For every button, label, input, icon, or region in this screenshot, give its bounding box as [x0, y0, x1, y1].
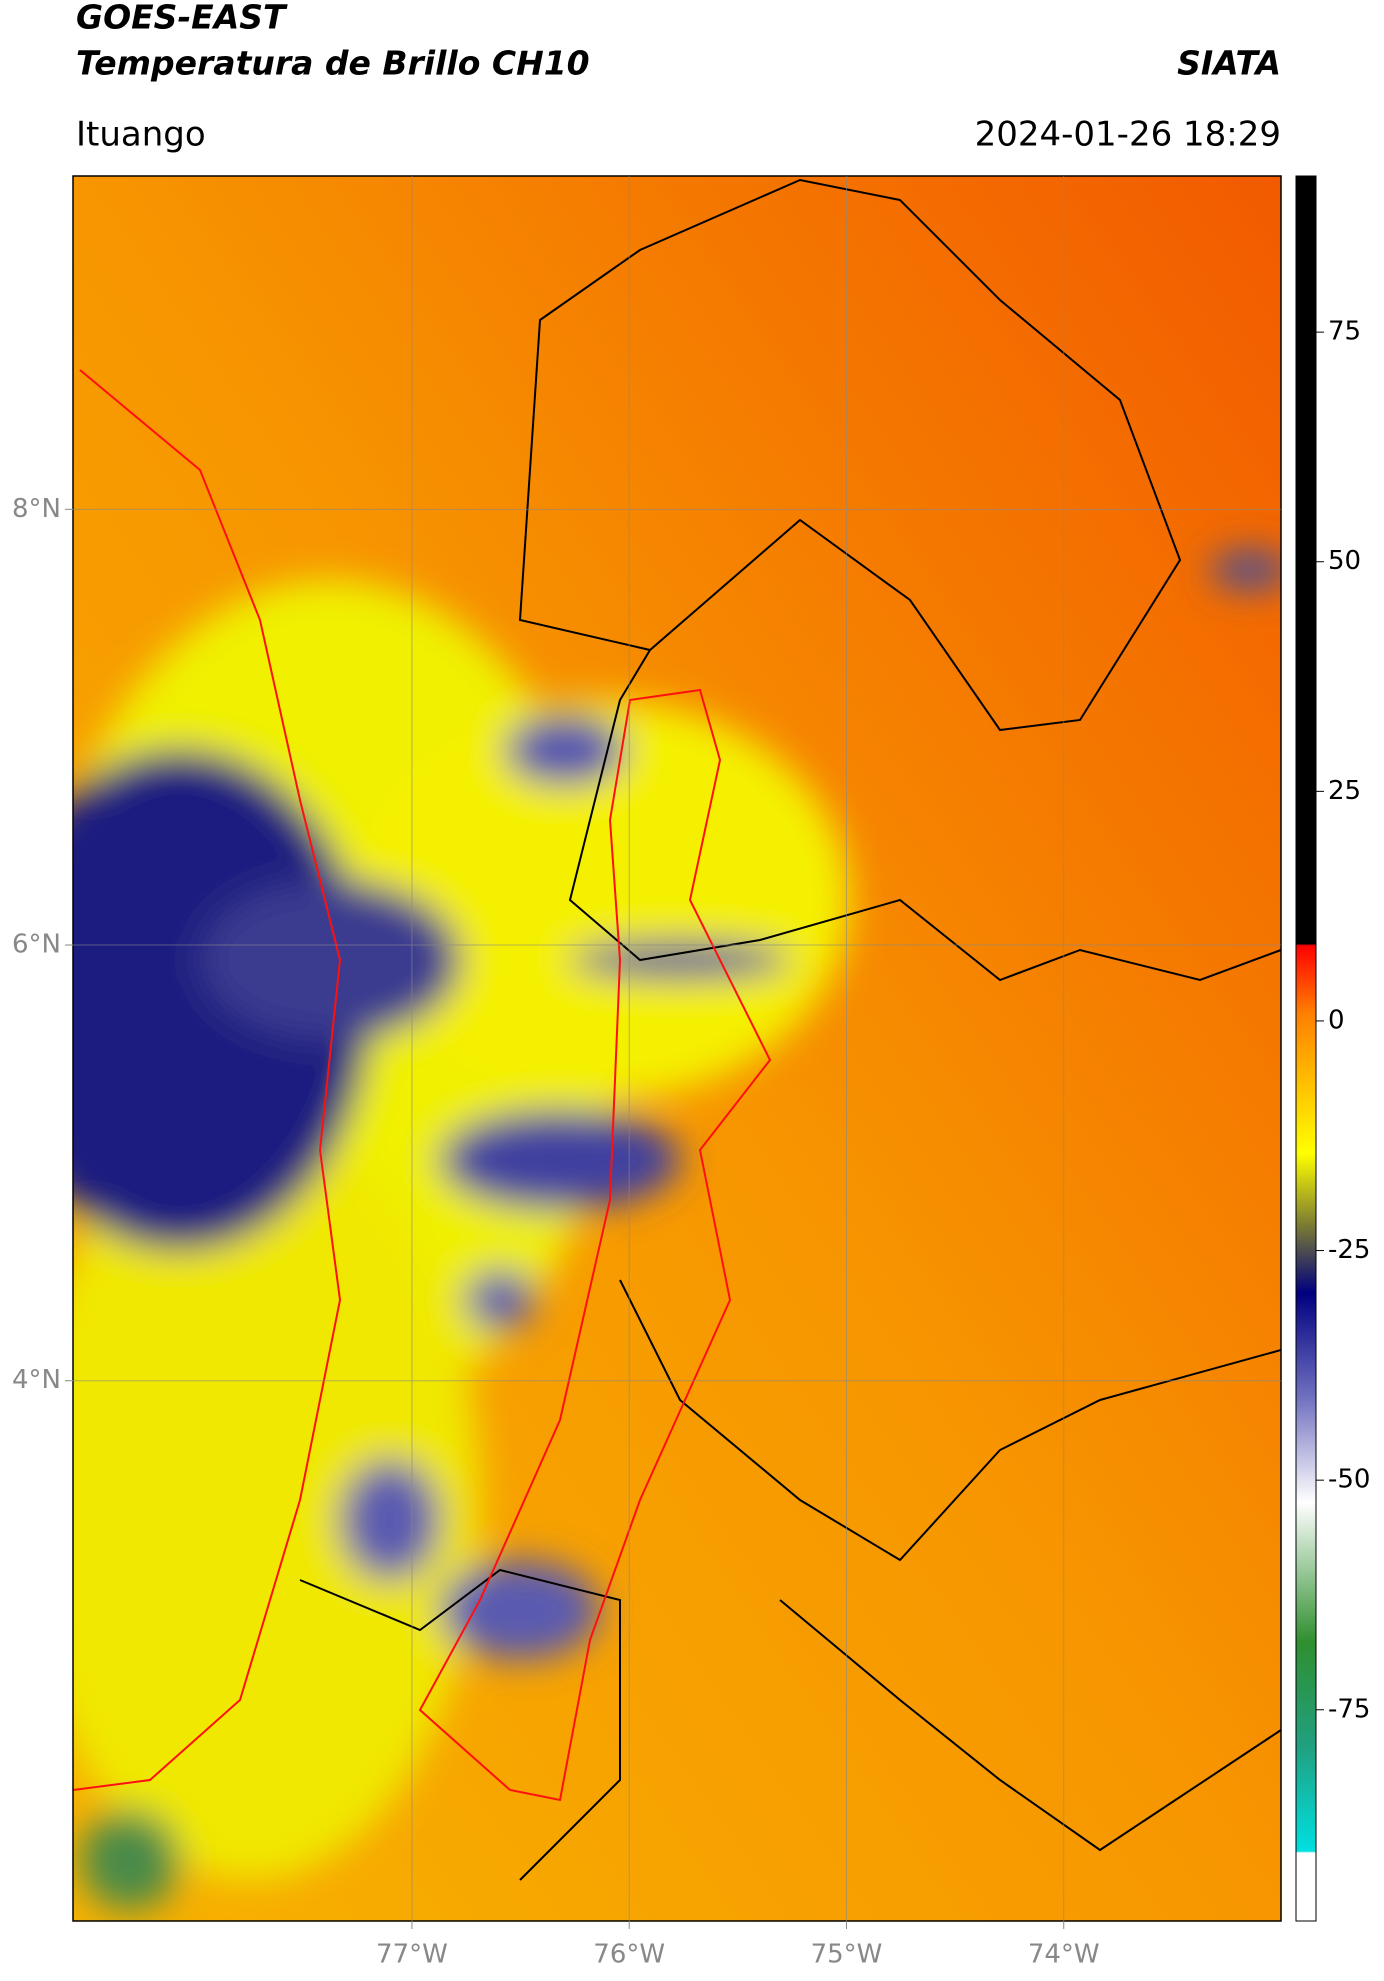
- subtitle: Temperatura de Brillo CH10: [76, 44, 590, 83]
- colorbar-tick-label: 50: [1328, 546, 1361, 576]
- map-image: [73, 176, 1281, 1921]
- colorbar: [1295, 175, 1317, 1922]
- x-tick-label: 74°W: [1028, 1940, 1100, 1970]
- title: GOES-EAST: [76, 0, 288, 37]
- y-tick-label: 6°N: [12, 930, 61, 960]
- colorbar-tick-label: -75: [1328, 1694, 1370, 1724]
- colorbar-tick-label: -25: [1328, 1235, 1370, 1265]
- map-frame: [72, 175, 1282, 1922]
- colorbar-tick-label: 75: [1328, 317, 1361, 347]
- timestamp: 2024-01-26 18:29: [975, 115, 1281, 155]
- x-tick-label: 77°W: [376, 1940, 448, 1970]
- x-tick-label: 76°W: [593, 1940, 665, 1970]
- x-tick-label: 75°W: [811, 1940, 883, 1970]
- colorbar-tick-label: -50: [1328, 1465, 1370, 1495]
- colorbar-tick-label: 0: [1328, 1005, 1345, 1035]
- brand: SIATA: [1177, 44, 1281, 83]
- y-tick-label: 4°N: [12, 1365, 61, 1395]
- y-tick-label: 8°N: [12, 494, 61, 524]
- colorbar-tick-label: 25: [1328, 776, 1361, 806]
- location: Ituango: [76, 115, 206, 155]
